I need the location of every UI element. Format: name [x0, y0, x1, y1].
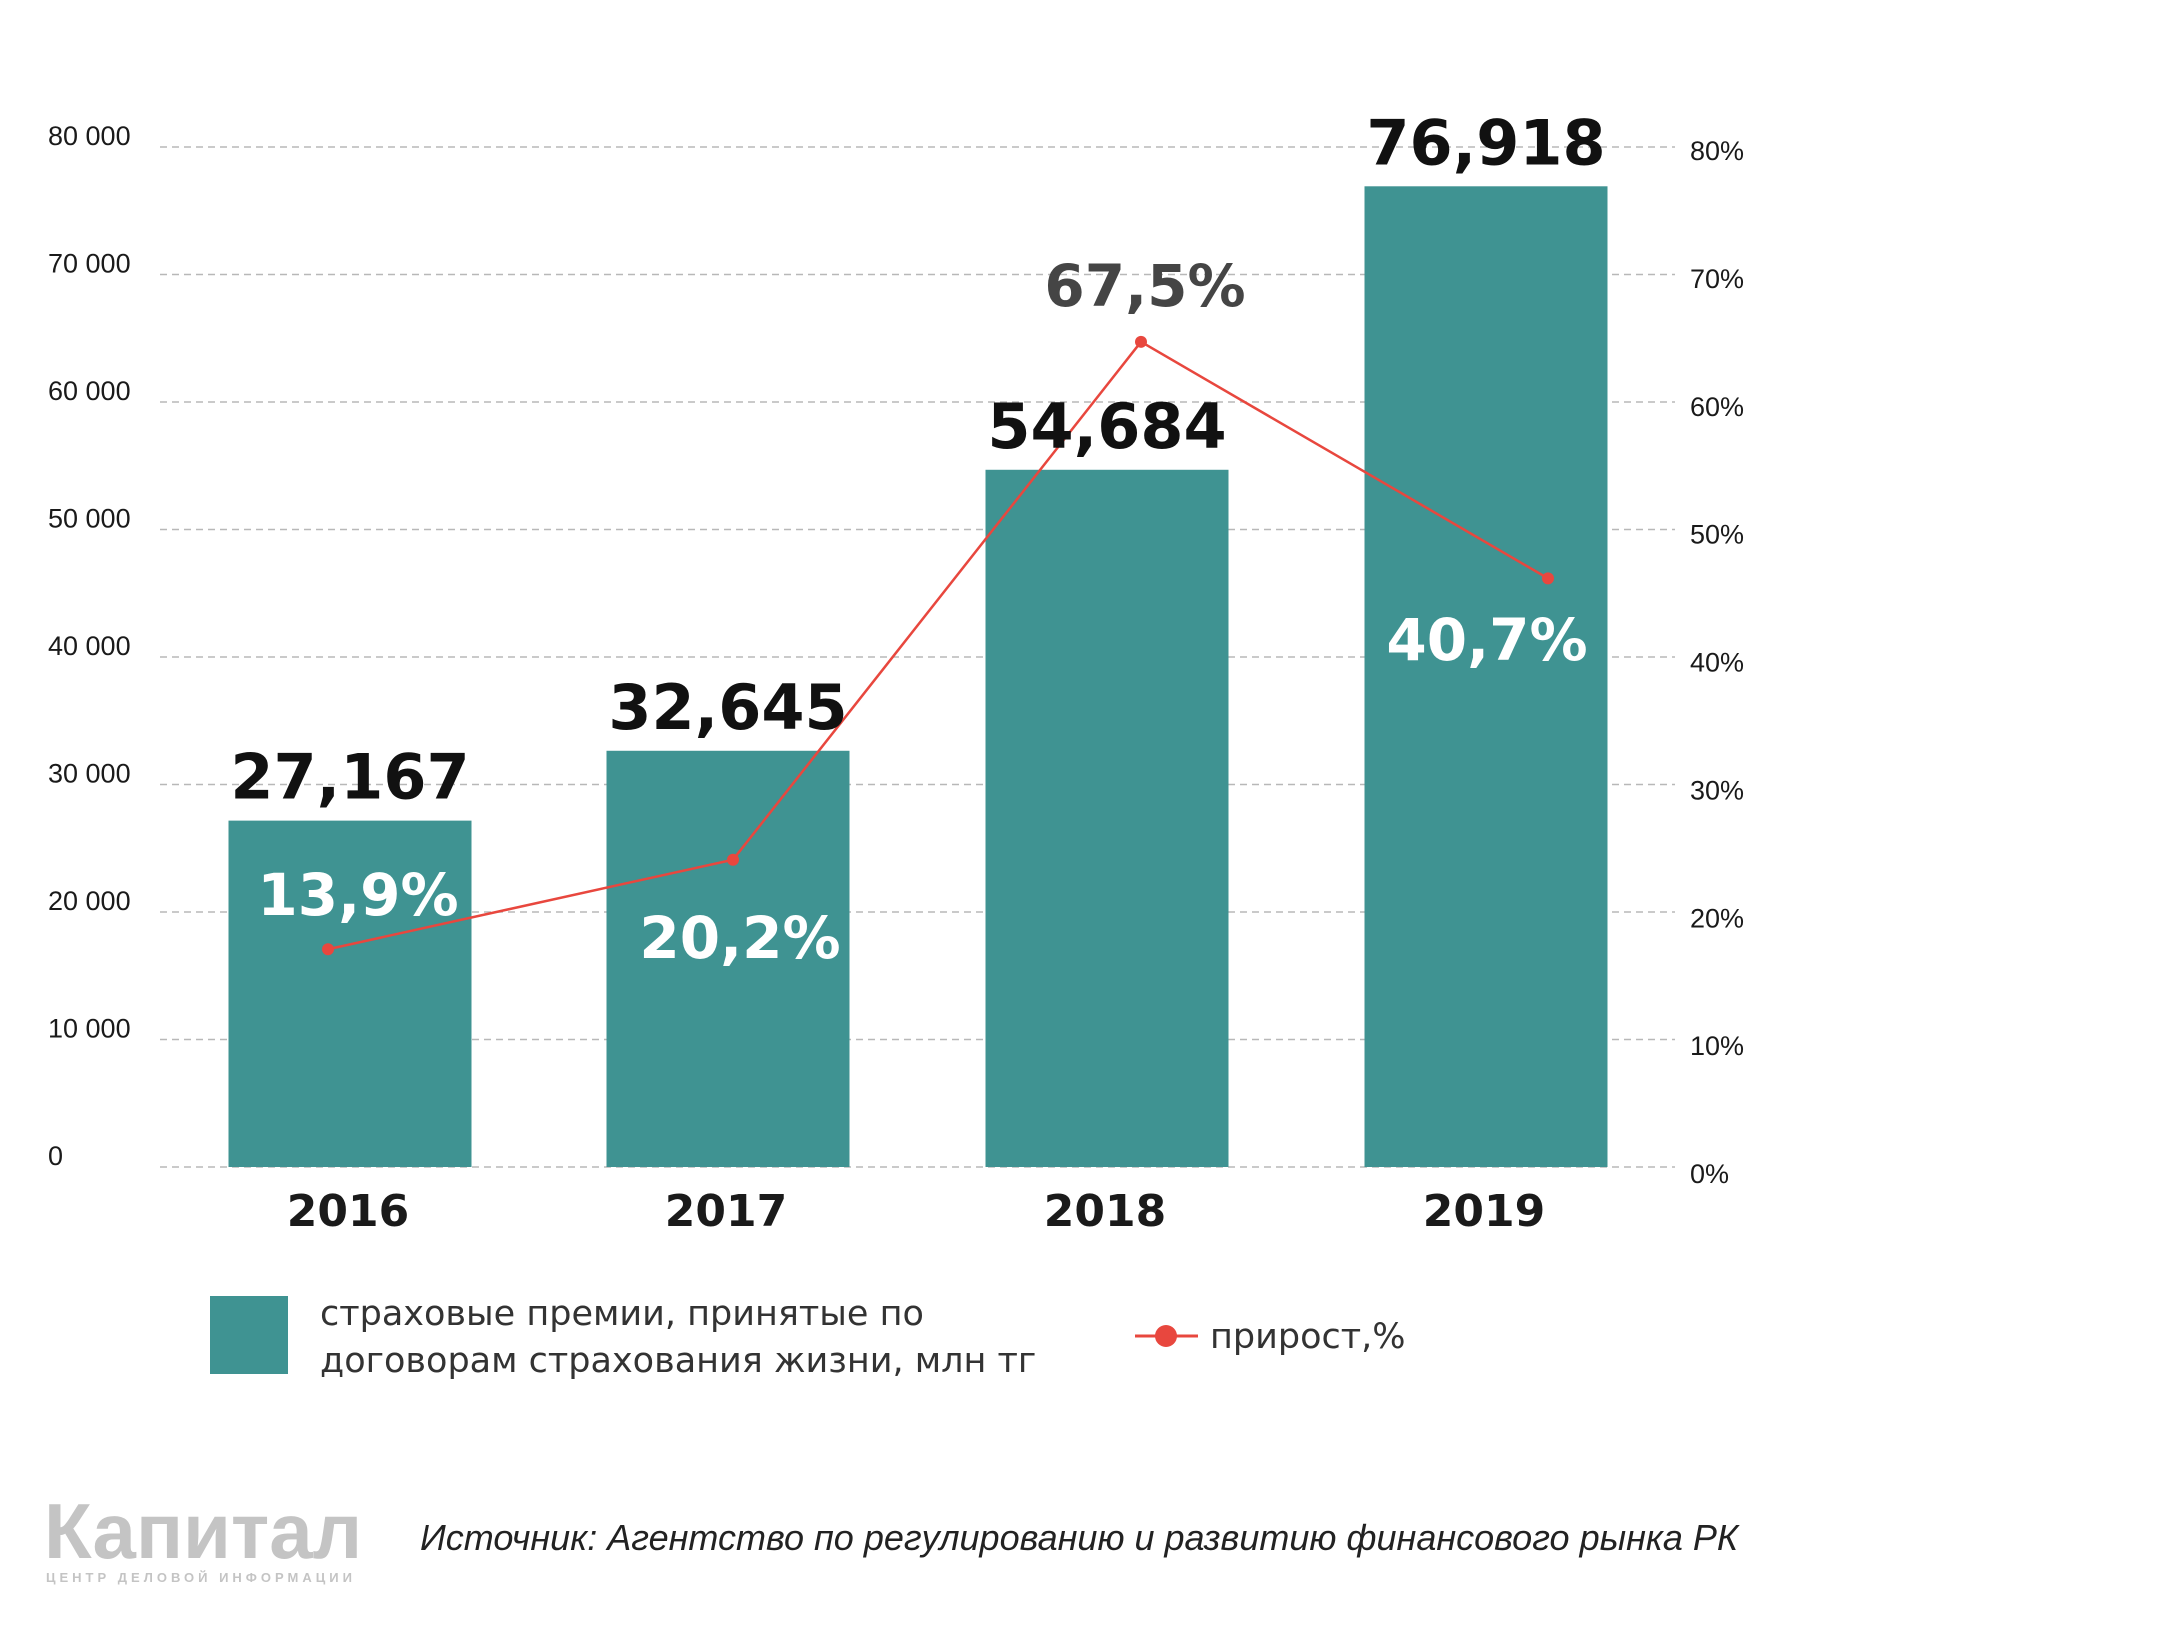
left-tick-label: 40 000 — [48, 631, 131, 661]
left-tick-label: 0 — [48, 1141, 63, 1171]
growth-label: 40,7% — [1386, 606, 1587, 674]
growth-point — [1542, 572, 1554, 585]
left-tick-label: 70 000 — [48, 249, 131, 279]
category-label: 2016 — [287, 1186, 409, 1237]
right-tick-label: 0% — [1690, 1159, 1729, 1189]
right-tick-label: 10% — [1690, 1031, 1744, 1061]
growth-line — [322, 335, 1554, 956]
growth-point — [322, 943, 334, 956]
left-tick-label: 10 000 — [48, 1014, 131, 1044]
growth-label: 67,5% — [1044, 252, 1245, 320]
left-tick-label: 20 000 — [48, 886, 131, 916]
left-tick-label: 50 000 — [48, 504, 131, 534]
growth-label: 20,2% — [639, 904, 840, 972]
right-tick-label: 40% — [1690, 648, 1744, 678]
bar-2018 — [985, 469, 1229, 1167]
bar-value-label: 27,167 — [230, 741, 469, 814]
x-axis: 2016 2017 2018 2019 — [287, 1186, 1545, 1237]
bars — [228, 186, 1608, 1167]
growth-point — [1135, 335, 1147, 348]
logo: Капитал ЦЕНТР ДЕЛОВОЙ ИНФОРМАЦИИ — [44, 1487, 362, 1585]
data-labels: 27,167 32,645 54,684 76,918 13,9% 20,2% 67,5% 4… — [230, 106, 1605, 972]
legend-bar-label-line2: договорам страхования жизни, млн тг — [320, 1341, 1036, 1381]
right-axis: 0% 10% 20% 30% 40% 50% 60% 70% 80% — [1690, 136, 1744, 1189]
bar-2017 — [606, 750, 850, 1167]
legend-line-label: прирост,% — [1210, 1317, 1406, 1357]
left-tick-label: 80 000 — [48, 121, 131, 151]
left-axis: 0 10 000 20 000 30 000 40 000 50 000 60 000 70 … — [48, 121, 131, 1171]
right-tick-label: 70% — [1690, 264, 1744, 294]
right-tick-label: 50% — [1690, 520, 1744, 550]
right-tick-label: 80% — [1690, 136, 1744, 166]
category-label: 2019 — [1423, 1186, 1545, 1237]
bar-2019 — [1364, 186, 1608, 1167]
growth-polyline — [327, 340, 1549, 951]
bar-2016 — [228, 820, 472, 1167]
growth-point — [727, 853, 739, 866]
right-tick-label: 20% — [1690, 903, 1744, 933]
source-note: Источник: Агентство по регулированию и р… — [420, 1517, 1740, 1558]
bar-value-label: 76,918 — [1366, 106, 1605, 179]
left-tick-label: 30 000 — [48, 759, 131, 789]
left-tick-label: 60 000 — [48, 376, 131, 406]
growth-label: 13,9% — [257, 861, 458, 929]
category-label: 2017 — [665, 1186, 787, 1237]
logo-tagline: ЦЕНТР ДЕЛОВОЙ ИНФОРМАЦИИ — [46, 1570, 356, 1585]
bar-value-label: 54,684 — [987, 390, 1226, 463]
legend-bar-swatch — [210, 1296, 288, 1374]
legend-bar-label-line1: страховые премии, принятые по — [320, 1294, 924, 1334]
right-tick-label: 30% — [1690, 775, 1744, 805]
legend-line-marker — [1155, 1325, 1177, 1347]
right-tick-label: 60% — [1690, 392, 1744, 422]
legend: страховые премии, принятые по договорам … — [210, 1294, 1406, 1381]
bar-value-label: 32,645 — [608, 671, 847, 744]
category-label: 2018 — [1044, 1186, 1166, 1237]
logo-wordmark: Капитал — [44, 1487, 362, 1575]
